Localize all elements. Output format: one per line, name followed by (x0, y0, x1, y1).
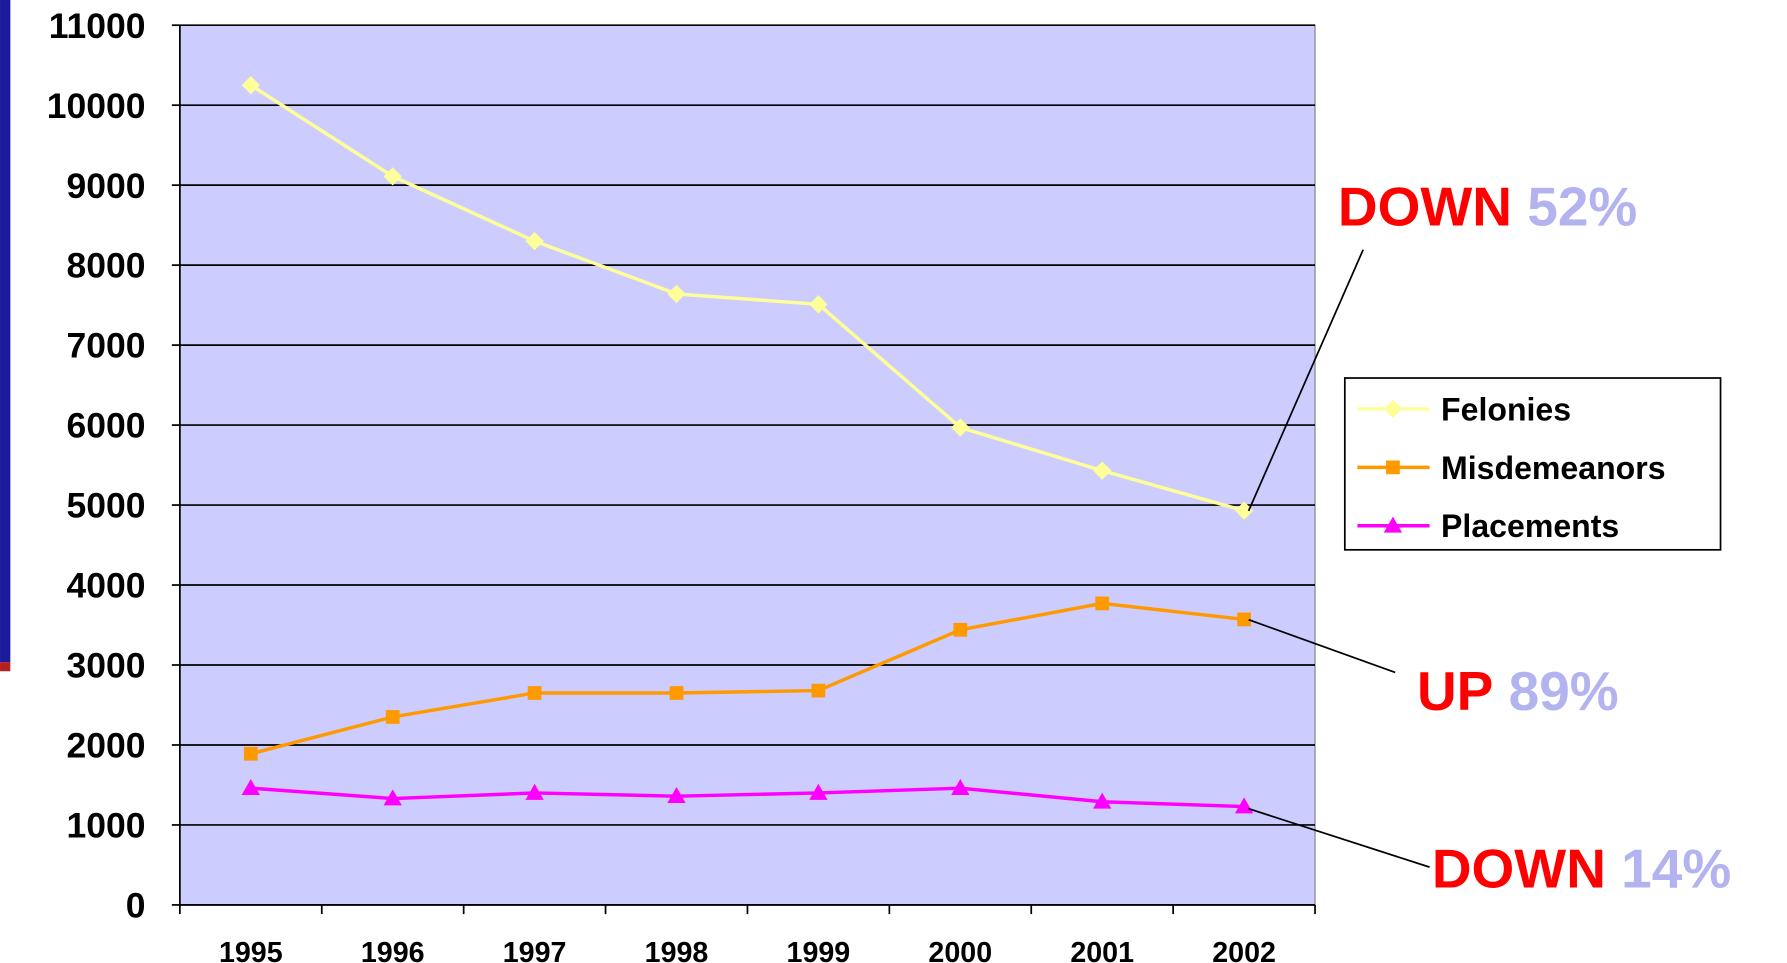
marker (1093, 792, 1112, 809)
marker (1234, 501, 1254, 520)
annotation: UP 89% (1417, 660, 1619, 722)
marker (241, 778, 260, 796)
annotation: DOWN 14% (1432, 838, 1731, 900)
marker (809, 295, 828, 314)
marker (669, 686, 684, 700)
marker (809, 783, 828, 800)
y-tick-label: 4000 (67, 566, 146, 606)
side-bar-accent (0, 662, 11, 672)
marker (383, 789, 402, 806)
y-tick-label: 10000 (47, 86, 146, 126)
annotation-change: 52% (1527, 176, 1637, 238)
y-tick-label: 5000 (67, 486, 146, 526)
annotation-pointer (1248, 618, 1396, 674)
annotation-pointer (1248, 807, 1430, 868)
annotation-direction: DOWN (1338, 176, 1512, 238)
y-tick-label: 8000 (67, 246, 146, 286)
x-tick-label: 1995 (219, 937, 283, 963)
marker (525, 783, 544, 800)
marker (527, 686, 542, 700)
x-tick-label: 1998 (645, 937, 709, 963)
annotation: DOWN 52% (1338, 176, 1637, 238)
marker (1237, 612, 1251, 627)
y-tick-label: 9000 (67, 166, 146, 206)
x-tick-label: 2002 (1212, 937, 1276, 963)
x-tick-label: 1997 (503, 937, 567, 963)
marker (953, 622, 968, 637)
y-tick-label: 1000 (67, 806, 146, 846)
marker (1095, 596, 1110, 611)
legend-label: Felonies (1441, 391, 1571, 427)
annotation-direction: UP (1417, 660, 1493, 722)
plot-area (179, 24, 1316, 906)
marker (1093, 461, 1112, 480)
series-line (250, 601, 1245, 756)
legend-marker (1383, 399, 1403, 419)
x-tick-label: 2001 (1070, 937, 1134, 963)
annotation-change: 14% (1621, 838, 1731, 900)
y-tick-label: 3000 (67, 646, 146, 686)
marker (667, 786, 686, 804)
y-tick-label: 2000 (67, 726, 146, 766)
y-tick-label: 11000 (49, 6, 146, 46)
marker (385, 710, 400, 724)
marker (951, 778, 970, 796)
legend-label: Placements (1441, 508, 1619, 544)
annotation-pointer (1247, 249, 1364, 512)
marker (525, 231, 544, 251)
x-tick-label: 1999 (787, 937, 851, 963)
y-tick-label: 6000 (67, 406, 146, 446)
legend-label: Misdemeanors (1441, 450, 1666, 486)
marker (811, 683, 826, 698)
legend-marker (1383, 516, 1403, 533)
x-tick-label: 1996 (361, 937, 425, 963)
series-line (249, 83, 1245, 513)
annotation-direction: DOWN (1432, 838, 1606, 900)
legend: Felonies Misdemeanors Placements (1343, 377, 1722, 551)
y-tick-label: 7000 (67, 326, 146, 366)
legend-marker (1386, 460, 1400, 475)
marker (241, 76, 260, 95)
y-tick-label: 0 (126, 886, 146, 926)
side-bar (0, 0, 11, 663)
x-tick-label: 2000 (928, 937, 992, 963)
marker (383, 167, 402, 186)
marker (243, 746, 258, 761)
annotation-change: 89% (1509, 660, 1619, 722)
legend-box (1343, 377, 1722, 551)
series-line (250, 786, 1245, 809)
